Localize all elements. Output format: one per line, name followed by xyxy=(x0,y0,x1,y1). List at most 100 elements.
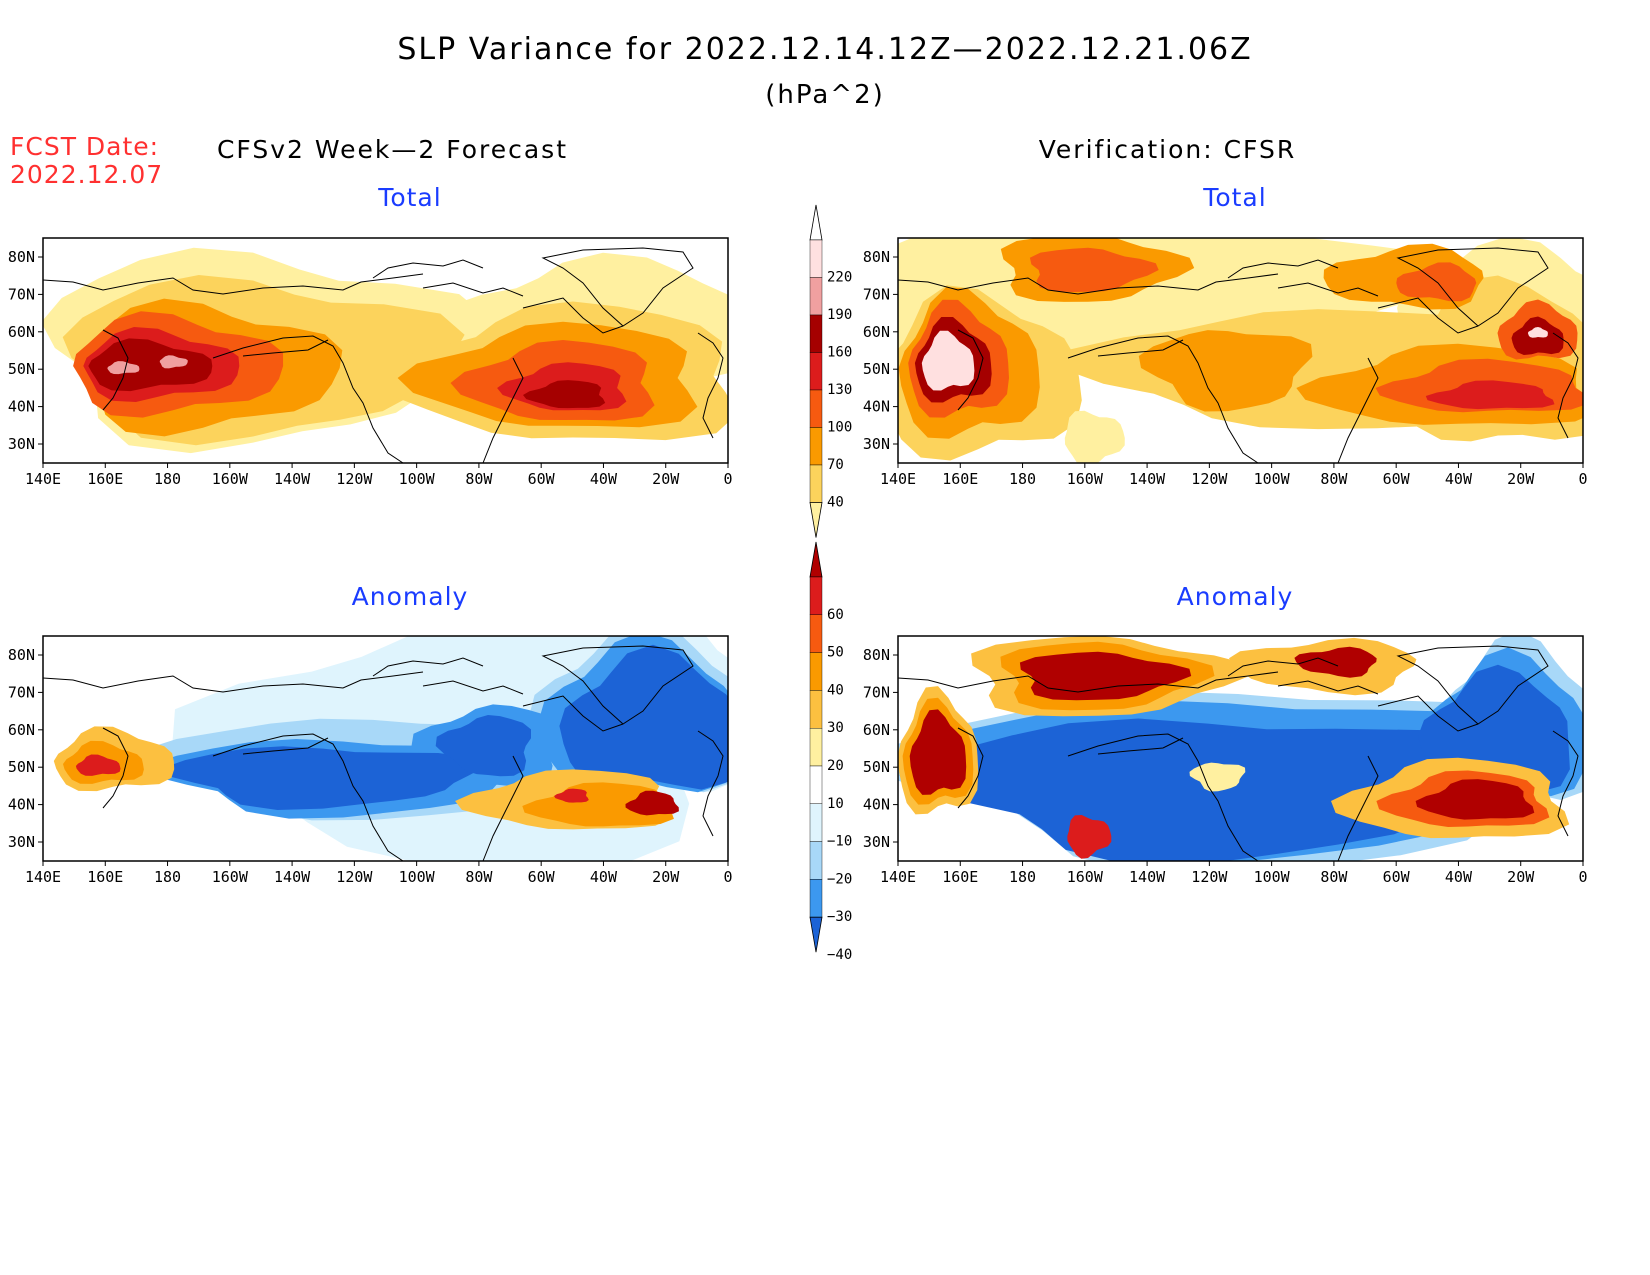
colorbar-top-arrow xyxy=(809,204,823,241)
coastline xyxy=(1097,737,1184,755)
lon-tick-label: 80W xyxy=(1320,868,1348,886)
coastline xyxy=(242,339,329,357)
lon-tick-label: 120W xyxy=(336,868,373,886)
lat-tick-label: 50N xyxy=(8,758,35,776)
contour-region xyxy=(909,709,967,795)
lon-tick-label: 140W xyxy=(274,470,311,488)
colorbar-segment xyxy=(809,765,823,804)
lon-tick-label: 80W xyxy=(465,868,493,886)
lon-tick-label: 80W xyxy=(1320,470,1348,488)
lon-tick-label: 120W xyxy=(1191,868,1228,886)
coastline xyxy=(372,657,484,677)
anomaly-colorbar-label: 10 xyxy=(827,796,844,812)
lat-tick-label: 50N xyxy=(8,360,35,378)
total-colorbar-label: 190 xyxy=(827,307,852,323)
coastline xyxy=(482,755,524,861)
anomaly-colorbar-label: −10 xyxy=(827,834,852,850)
coastline xyxy=(522,297,624,334)
colorbar-segment xyxy=(809,690,823,729)
anomaly-colorbar: 60 50 40 30 20 10 −10 −20 −30 −40 xyxy=(809,541,852,963)
coastline xyxy=(102,329,129,411)
colorbar-segment xyxy=(809,314,823,353)
coastline xyxy=(43,671,424,693)
colorbar-segment xyxy=(809,427,823,466)
coastline xyxy=(212,335,404,463)
coastline xyxy=(1396,645,1549,725)
lat-tick-label: 30N xyxy=(8,435,35,453)
anomaly-colorbar-label: −30 xyxy=(827,909,852,925)
lat-tick-label: 60N xyxy=(863,721,890,739)
lat-tick-label: 40N xyxy=(863,398,890,416)
lat-tick-label: 40N xyxy=(8,398,35,416)
lon-tick-label: 160E xyxy=(942,868,978,886)
colorbar-segment xyxy=(809,652,823,691)
anomaly-colorbar-label: 20 xyxy=(827,758,844,774)
coastline-layer xyxy=(898,247,1579,463)
lat-tick-label: 70N xyxy=(8,683,35,701)
coastline xyxy=(697,730,724,837)
lon-tick-label: 140E xyxy=(25,470,61,488)
contour-fill-layer xyxy=(43,247,728,463)
contour-region xyxy=(159,355,188,369)
lon-tick-label: 140E xyxy=(25,868,61,886)
coastline xyxy=(1396,247,1549,327)
lon-tick-label: 0 xyxy=(723,470,732,488)
lon-tick-label: 180 xyxy=(154,868,181,886)
lon-tick-label: 0 xyxy=(723,868,732,886)
lat-tick-label: 60N xyxy=(8,721,35,739)
forecast-anomaly-subtitle: Anomaly xyxy=(351,582,469,611)
coastline-layer xyxy=(898,645,1579,861)
lon-tick-label: 160E xyxy=(87,470,123,488)
colorbar-segment xyxy=(809,389,823,428)
lat-tick-label: 70N xyxy=(8,285,35,303)
lat-tick-label: 30N xyxy=(8,833,35,851)
colorbar-bottom-arrow xyxy=(809,502,823,538)
colorbar-top-arrow xyxy=(809,541,823,578)
coastline xyxy=(1067,335,1259,463)
coastline xyxy=(1552,730,1579,837)
coastline xyxy=(242,737,329,755)
contour-region xyxy=(1189,762,1246,792)
total-colorbar-label: 100 xyxy=(827,420,852,436)
anomaly-colorbar-label: 50 xyxy=(827,645,844,661)
coastline xyxy=(1377,297,1479,334)
coastline xyxy=(372,259,484,279)
verification-total-subtitle: Total xyxy=(1203,183,1267,212)
lat-tick-label: 80N xyxy=(863,646,890,664)
coastline xyxy=(1552,332,1579,439)
lat-tick-label: 30N xyxy=(863,833,890,851)
lon-tick-label: 140W xyxy=(1129,868,1166,886)
lon-tick-label: 40W xyxy=(1445,470,1473,488)
coastline xyxy=(1377,695,1479,732)
map-frame xyxy=(897,237,1584,464)
contour-region xyxy=(1527,327,1548,338)
lon-tick-label: 140E xyxy=(880,470,916,488)
lon-tick-label: 180 xyxy=(1009,470,1036,488)
forecast-column-heading: CFSv2 Week—2 Forecast xyxy=(216,135,569,164)
colorbar-bottom-arrow xyxy=(809,916,823,953)
fcst-date-value: 2022.12.07 xyxy=(10,160,164,189)
lon-tick-label: 100W xyxy=(399,470,436,488)
anomaly-colorbar-label: 40 xyxy=(827,682,844,698)
lon-tick-label: 60W xyxy=(1383,470,1411,488)
lat-tick-label: 60N xyxy=(863,323,890,341)
lon-tick-label: 180 xyxy=(1009,868,1036,886)
coastline xyxy=(522,695,624,732)
lon-tick-label: 180 xyxy=(154,470,181,488)
lon-tick-label: 20W xyxy=(652,868,680,886)
verification-total-map: 140E 160E 180 160W 140W 120W 100W 80W 60W 40W 20W 0… xyxy=(863,237,1588,488)
lon-tick-label: 40W xyxy=(1445,868,1473,886)
contour-region xyxy=(1425,380,1555,410)
figure-title: SLP Variance for 2022.12.14.12Z—2022.12.… xyxy=(397,32,1253,67)
coastline-layer xyxy=(43,645,724,861)
units-label: (hPa^2) xyxy=(765,80,885,110)
contour-region xyxy=(554,788,589,803)
coastline xyxy=(102,727,129,809)
lat-tick-label: 40N xyxy=(863,796,890,814)
lat-tick-label: 80N xyxy=(8,248,35,266)
colorbar-segment xyxy=(809,841,823,880)
total-colorbar: 220 190 160 130 100 70 40 xyxy=(809,204,852,538)
lon-tick-label: 60W xyxy=(528,470,556,488)
coastline xyxy=(482,357,524,463)
lon-tick-label: 160E xyxy=(942,470,978,488)
